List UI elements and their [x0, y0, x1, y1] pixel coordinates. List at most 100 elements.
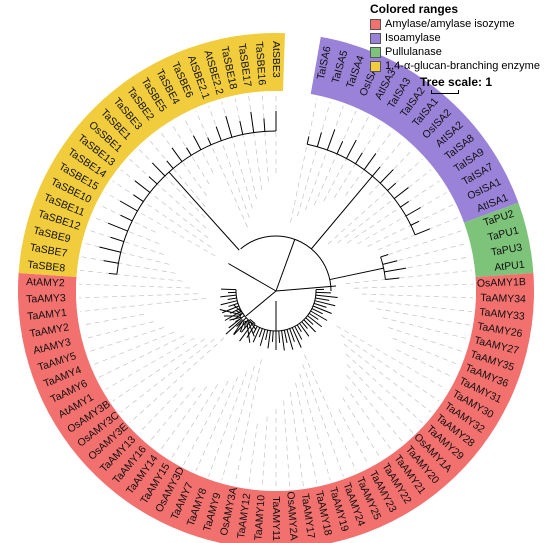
- leaf-guide-line: [171, 384, 219, 459]
- leaf-guide-line: [88, 327, 164, 353]
- leaf-guide-line: [353, 283, 473, 289]
- clade-range-pullulanase: [463, 202, 534, 278]
- legend-swatch: [370, 46, 381, 58]
- leaf-guide-line: [346, 375, 403, 443]
- leaf-label: TaPU3: [490, 241, 523, 258]
- tree-scale-bar: [431, 90, 459, 94]
- leaf-guide-line: [302, 364, 344, 477]
- clade-range-isoamylase: [310, 36, 519, 223]
- leaf-label: TaAMY3: [26, 292, 66, 305]
- leaf-guide-line: [289, 391, 304, 487]
- leaf-guide-line: [138, 387, 184, 433]
- legend-item-branching-enzyme: 1,4-α-glucan-branching enzyme: [368, 59, 550, 73]
- leaf-guide-line: [340, 334, 440, 402]
- leaf-guide-line: [138, 149, 206, 218]
- leaf-guide-line: [112, 180, 212, 248]
- leaf-guide-line: [323, 116, 369, 202]
- leaf-guide-line: [234, 98, 257, 200]
- leaf-guide-line: [80, 270, 183, 282]
- leaf-guide-line: [327, 158, 423, 245]
- leaf-label: TaAMY34: [480, 292, 526, 306]
- leaf-guide-line: [129, 337, 225, 424]
- leaf-guide-line: [195, 376, 239, 472]
- legend-item-amylase: Amylase/amylase isozyme: [368, 17, 550, 31]
- leaf-guide-line: [120, 338, 215, 413]
- leaf-guide-line: [195, 110, 248, 228]
- legend-label: 1,4-α-glucan-branching enzyme: [385, 60, 540, 72]
- leaf-guide-line: [336, 325, 447, 390]
- leaf-guide-line: [369, 300, 472, 312]
- leaf-label: TaAMY1: [27, 307, 68, 323]
- leaf-guide-line: [84, 243, 170, 265]
- leaf-guide-line: [376, 308, 471, 326]
- leaf-guide-line: [357, 192, 447, 245]
- leaf-label: OsAMY2A: [284, 491, 299, 541]
- leaf-guide-line: [304, 354, 357, 472]
- legend-item-isoamylase: Isoamylase: [368, 31, 550, 45]
- leaf-label: OsAMY1B: [477, 276, 526, 290]
- leaf-guide-line: [88, 229, 164, 255]
- clade-range-amylase-amylase-isozyme: [18, 273, 534, 543]
- leaf-label: AtAMY2: [26, 276, 65, 289]
- leaf-guide-line: [346, 364, 414, 433]
- leaf-guide-line: [345, 353, 423, 424]
- leaf-guide-line: [290, 98, 318, 223]
- tree-scale: Tree scale: 1: [420, 75, 493, 94]
- legend-label: Pullulanase: [385, 46, 442, 58]
- leaf-guide-line: [105, 192, 216, 257]
- leaf-label: AtPU1: [494, 259, 526, 274]
- legend-title: Colored ranges: [370, 2, 459, 16]
- leaf-guide-line: [338, 409, 369, 466]
- leaf-guide-line: [347, 180, 440, 244]
- leaf-guide-line: [208, 371, 247, 477]
- leaf-guide-line: [367, 204, 454, 247]
- legend-swatch: [370, 18, 381, 30]
- leaf-guide-line: [234, 359, 262, 484]
- leaf-guide-line: [183, 380, 229, 466]
- leaf-guide-line: [93, 331, 175, 366]
- leaf-guide-line: [377, 216, 459, 251]
- leaf-guide-line: [343, 343, 432, 413]
- leaf-guide-line: [361, 293, 473, 299]
- leaf-guide-line: [84, 321, 154, 339]
- leaf-guide-line: [382, 317, 468, 339]
- leaf-guide-line: [388, 229, 464, 255]
- legend: Colored ranges Amylase/amylase isozyme I…: [368, 2, 550, 73]
- legend-label: Isoamylase: [385, 32, 441, 44]
- leaf-guide-line: [299, 373, 331, 481]
- leaf-guide-line: [171, 123, 210, 185]
- leaf-guide-line: [261, 94, 269, 182]
- leaf-guide-line: [337, 169, 432, 244]
- clade-range-1-4-glucan-branching-enzyme: [18, 33, 286, 278]
- leaf-guide-line: [396, 349, 454, 378]
- leaf-guide-line: [295, 382, 318, 484]
- legend-label: Amylase/amylase isozyme: [385, 18, 515, 30]
- leaf-guide-line: [297, 101, 331, 217]
- leaf-label: TaAMY10: [252, 494, 267, 540]
- leaf-guide-line: [345, 270, 472, 285]
- leaf-guide-line: [129, 158, 207, 229]
- leaf-guide-line: [221, 365, 255, 481]
- leaf-guide-line: [283, 400, 291, 488]
- leaf-guide-line: [79, 293, 199, 299]
- leaf-guide-line: [80, 297, 207, 312]
- leaf-guide-line: [248, 95, 263, 191]
- leaf-guide-line: [105, 337, 195, 390]
- leaf-guide-line: [208, 105, 250, 218]
- leaf-guide-line: [305, 105, 344, 211]
- leaf-guide-line: [149, 139, 206, 207]
- legend-item-pullulanase: Pullulanase: [368, 45, 550, 59]
- tree-scale-label: Tree scale: 1: [420, 75, 493, 89]
- leaf-guide-line: [345, 386, 393, 451]
- leaf-guide-line: [248, 423, 258, 487]
- leaf-guide-line: [333, 123, 381, 198]
- leaf-label: AtSBE3: [270, 41, 282, 78]
- leaf-guide-line: [81, 313, 145, 326]
- leaf-label: TaAMY33: [479, 306, 526, 323]
- legend-swatch: [370, 60, 381, 72]
- leaf-label: TaAMY11: [270, 496, 282, 541]
- leaf-guide-line: [93, 216, 160, 245]
- leaf-guide-line: [392, 337, 459, 366]
- leaf-guide-line: [313, 110, 357, 206]
